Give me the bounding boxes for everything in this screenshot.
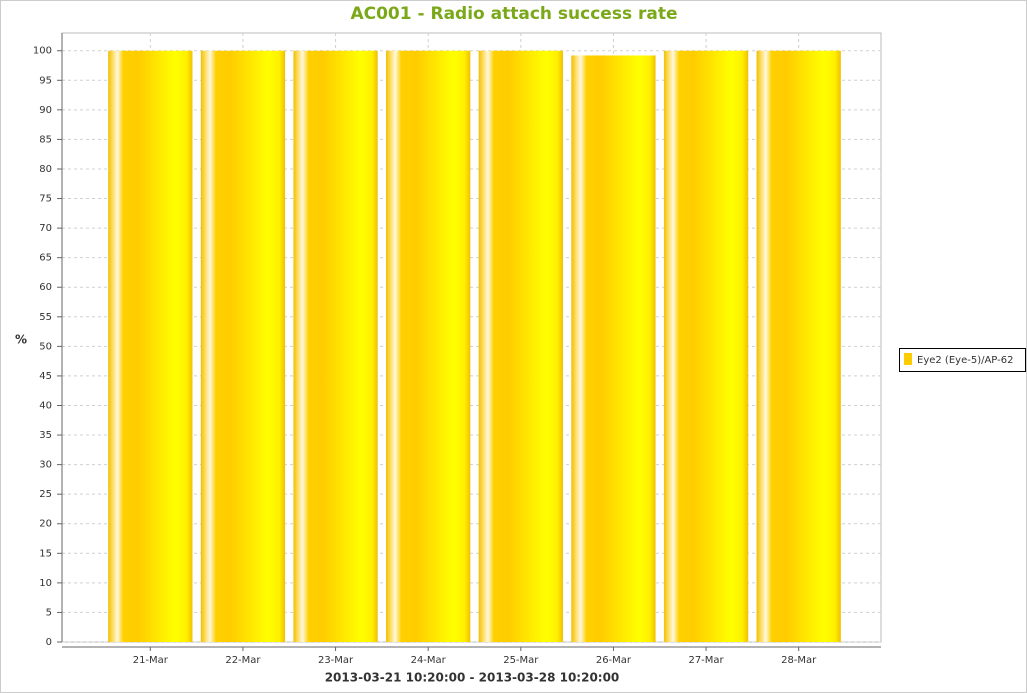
bar <box>386 50 471 643</box>
y-tick-label: 70 <box>39 223 52 234</box>
x-axis-label: 2013-03-21 10:20:00 - 2013-03-28 10:20:0… <box>325 671 620 685</box>
legend-label: Eye2 (Eye-5)/AP-62 <box>917 355 1013 366</box>
x-tick-label: 24-Mar <box>411 655 447 666</box>
legend-box <box>899 348 1026 372</box>
y-tick-label: 40 <box>39 400 52 411</box>
bar <box>571 55 656 643</box>
y-axis-label: % <box>15 333 27 347</box>
y-tick-label: 45 <box>39 371 52 382</box>
y-tick-label: 30 <box>39 460 52 471</box>
bar <box>478 50 563 643</box>
bar <box>108 50 193 643</box>
y-tick-label: 10 <box>39 578 52 589</box>
y-tick-label: 50 <box>39 341 52 352</box>
y-tick-label: 20 <box>39 519 52 530</box>
x-tick-label: 25-Mar <box>503 655 539 666</box>
legend-swatch <box>904 353 912 365</box>
bar <box>293 50 378 643</box>
x-tick-label: 23-Mar <box>318 655 354 666</box>
y-tick-label: 5 <box>46 607 52 618</box>
y-tick-label: 95 <box>39 75 52 86</box>
y-tick-label: 60 <box>39 282 52 293</box>
x-tick-label: 28-Mar <box>781 655 817 666</box>
chart-title: AC001 - Radio attach success rate <box>350 4 677 24</box>
y-tick-label: 80 <box>39 164 52 175</box>
bar <box>756 50 841 643</box>
y-tick-label: 35 <box>39 430 52 441</box>
y-tick-label: 0 <box>46 637 52 648</box>
x-tick-label: 21-Mar <box>133 655 169 666</box>
y-tick-label: 55 <box>39 312 52 323</box>
y-tick-label: 75 <box>39 194 52 205</box>
x-tick-label: 22-Mar <box>225 655 261 666</box>
y-tick-label: 100 <box>33 46 52 57</box>
bar <box>200 50 286 643</box>
y-tick-label: 85 <box>39 134 52 145</box>
y-tick-label: 25 <box>39 489 52 500</box>
y-tick-label: 90 <box>39 105 52 116</box>
y-tick-label: 15 <box>39 548 52 559</box>
x-tick-label: 26-Mar <box>596 655 632 666</box>
x-tick-label: 27-Mar <box>688 655 724 666</box>
bar <box>663 50 749 643</box>
y-tick-label: 65 <box>39 253 52 264</box>
